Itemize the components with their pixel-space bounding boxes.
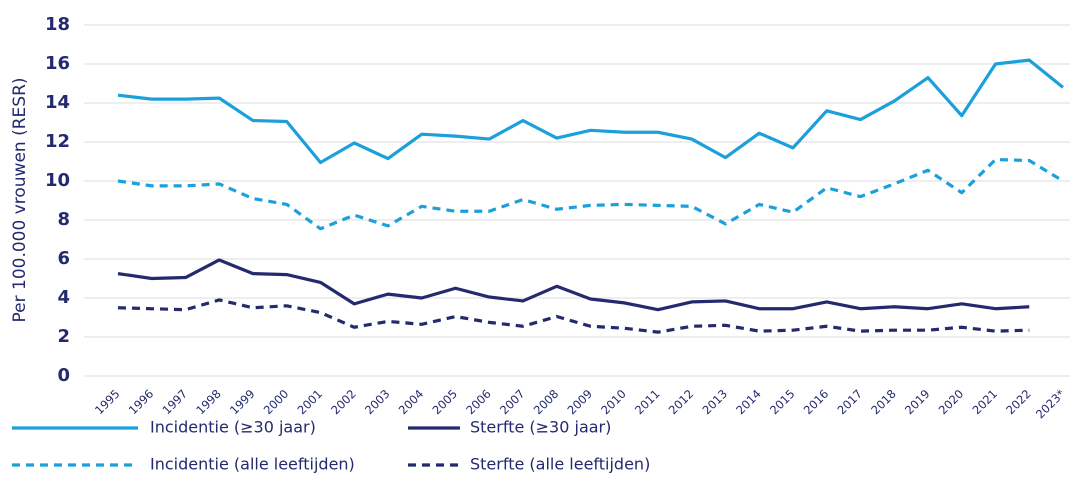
x-tick-label: 2014 <box>733 387 764 418</box>
y-tick-label: 12 <box>45 131 70 152</box>
x-tick-label: 1996 <box>126 387 157 418</box>
data-line <box>117 258 1030 312</box>
x-tick-label: 2015 <box>767 387 798 418</box>
x-tick-label: 2007 <box>497 387 528 418</box>
x-tick-label: 1998 <box>193 387 224 418</box>
x-tick-label: 2004 <box>396 387 427 418</box>
x-tick-label: 2013 <box>699 387 730 418</box>
legend-label: Sterfte (≥30 jaar) <box>470 418 611 437</box>
x-tick-label: 2010 <box>598 387 629 418</box>
data-line <box>117 298 1030 334</box>
x-tick-label: 2016 <box>801 387 832 418</box>
x-tick-label: 2021 <box>969 387 1000 418</box>
y-tick-label: 14 <box>45 92 70 113</box>
legend-label: Sterfte (alle leeftijden) <box>470 455 650 474</box>
x-tick-label: 2003 <box>362 387 393 418</box>
y-tick-label: 4 <box>57 287 70 308</box>
x-tick-label: 2008 <box>531 387 562 418</box>
x-tick-label: 2022 <box>1003 387 1034 418</box>
legend-label: Incidentie (alle leeftijden) <box>150 455 355 474</box>
y-tick-label: 6 <box>57 248 70 269</box>
x-tick-label: 2009 <box>564 387 595 418</box>
x-tick-label: 2000 <box>261 387 292 418</box>
data-line <box>117 157 1064 231</box>
x-tick-label: 1997 <box>159 387 190 418</box>
x-tick-label: 2019 <box>902 387 933 418</box>
x-tick-label: 1995 <box>92 387 123 418</box>
x-tick-label: 2012 <box>666 387 697 418</box>
x-tick-label: 1999 <box>227 387 258 418</box>
x-tick-label: 2018 <box>868 387 899 418</box>
x-tick-label: 2001 <box>294 387 325 418</box>
data-line <box>117 58 1065 165</box>
x-tick-label: 2006 <box>463 387 494 418</box>
x-tick-label: 2020 <box>936 387 967 418</box>
x-tick-label: 2005 <box>429 387 460 418</box>
y-tick-label: 8 <box>57 209 70 230</box>
x-tick-label: 2017 <box>834 387 865 418</box>
y-tick-label: 0 <box>57 365 70 386</box>
x-tick-label: 2023* <box>1033 387 1068 422</box>
y-tick-label: 18 <box>45 14 70 35</box>
x-tick-label: 2002 <box>328 387 359 418</box>
legend-label: Incidentie (≥30 jaar) <box>150 418 316 437</box>
x-tick-label: 2011 <box>632 387 663 418</box>
y-tick-label: 10 <box>45 170 70 191</box>
y-tick-label: 2 <box>57 326 70 347</box>
y-axis-title: Per 100.000 vrouwen (RESR) <box>10 77 30 322</box>
y-tick-label: 16 <box>45 53 70 74</box>
